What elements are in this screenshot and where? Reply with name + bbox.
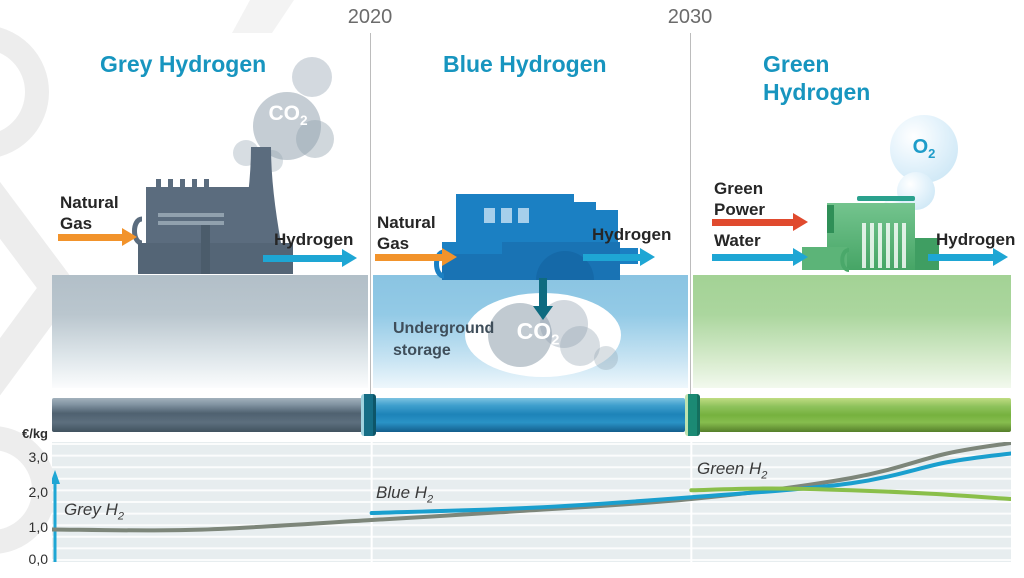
co2-label-storage: CO2	[498, 318, 578, 349]
pipeline-coupling-2	[685, 394, 700, 436]
green-hydrogen-title-line1: Green	[763, 51, 830, 77]
co2-label-grey: CO2	[257, 102, 319, 128]
year-label-2030: 2030	[667, 6, 713, 28]
hydrogen-arrow-blue	[583, 248, 655, 266]
grey-h2-series-label: Grey H2	[64, 500, 124, 522]
y-tick-2: 2,0	[28, 484, 48, 500]
hydrogen-label-grey: Hydrogen	[274, 230, 354, 249]
co2-cloud-grey	[292, 57, 332, 97]
green-factory-illustration	[802, 196, 939, 272]
grey-factory-illustration	[132, 147, 293, 274]
blue-hydrogen-title: Blue Hydrogen	[443, 51, 607, 77]
year-label-2020: 2020	[347, 6, 393, 28]
chart-unit-label: €/kg	[21, 426, 48, 441]
pipeline-coupling-1	[361, 394, 376, 436]
green-power-arrow	[712, 213, 808, 231]
storage-line2: storage	[393, 342, 451, 359]
pipeline-blue-segment	[375, 398, 685, 432]
series-label-text: Grey H	[64, 500, 118, 519]
natural-gas-label-blue: Natural Gas	[377, 212, 436, 254]
hydrogen-arrow-grey	[263, 249, 357, 267]
green-ground-band	[693, 275, 1011, 388]
series-label-text: Green H	[697, 459, 762, 478]
co2-bubble-storage	[594, 346, 618, 370]
o2-bubble-large	[890, 115, 958, 183]
o2-sub: 2	[928, 146, 936, 161]
storage-line1: Underground	[393, 320, 495, 337]
natural-gas-line1: Natural	[377, 213, 436, 232]
co2-cloud-grey	[296, 120, 334, 158]
natural-gas-line1: Natural	[60, 193, 119, 212]
series-label-sub: 2	[427, 493, 434, 506]
pipeline-grey-segment	[52, 398, 363, 432]
series-label-text: Blue H	[376, 483, 428, 502]
natural-gas-line2: Gas	[377, 234, 410, 253]
cost-chart	[52, 442, 1011, 562]
green-power-line1: Green	[714, 179, 764, 198]
y-tick-1: 1,0	[28, 519, 48, 535]
natural-gas-arrow-blue	[375, 248, 457, 266]
water-arrow	[712, 248, 808, 266]
grey-hydrogen-title: Grey Hydrogen	[100, 51, 267, 77]
co2-sub: 2	[551, 331, 560, 349]
green-hydrogen-title-line2: Hydrogen	[763, 79, 871, 105]
underground-storage-label: Underground storage	[393, 318, 494, 362]
pipeline-green-segment	[699, 398, 1011, 432]
timeline-divider-2030	[690, 33, 691, 398]
blue-factory-illustration	[434, 194, 638, 280]
natural-gas-arrow-grey	[58, 228, 137, 246]
green-hydrogen-title: Green Hydrogen	[763, 50, 870, 106]
co2-sub: 2	[299, 113, 308, 129]
hydrogen-label-green: Hydrogen	[936, 230, 1016, 249]
water-label: Water	[714, 231, 761, 250]
co2-bubble-storage	[560, 326, 600, 366]
green-h2-series-label: Green H2	[697, 459, 767, 481]
co2-text: CO	[516, 318, 552, 344]
hydrogen-label-blue: Hydrogen	[592, 225, 672, 244]
green-power-line2: Power	[714, 200, 766, 219]
co2-text: CO	[268, 102, 300, 125]
blue-h2-series-label: Blue H2	[376, 483, 433, 505]
hydrogen-arrow-green	[928, 248, 1008, 266]
o2-text-span: O	[912, 136, 929, 158]
o2-label: O2	[899, 136, 949, 161]
series-label-sub: 2	[761, 469, 768, 482]
timeline-divider-2020	[370, 33, 371, 398]
y-tick-3: 3,0	[28, 449, 48, 465]
green-power-label: Green Power	[714, 178, 765, 220]
natural-gas-line2: Gas	[60, 214, 93, 233]
grey-ground-band	[52, 275, 368, 388]
y-tick-0: 0,0	[28, 551, 48, 567]
natural-gas-label-grey: Natural Gas	[60, 192, 119, 234]
series-label-sub: 2	[117, 510, 124, 523]
